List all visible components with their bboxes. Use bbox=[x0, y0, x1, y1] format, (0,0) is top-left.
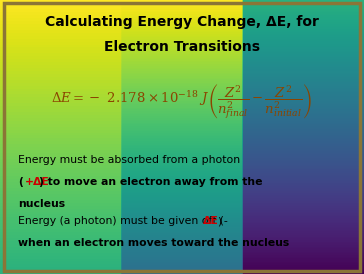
Text: ): ) bbox=[217, 216, 221, 226]
Text: Calculating Energy Change, ΔE, for: Calculating Energy Change, ΔE, for bbox=[45, 15, 319, 29]
Text: (: ( bbox=[18, 177, 23, 187]
Text: Electron Transitions: Electron Transitions bbox=[104, 40, 260, 54]
Text: ) to move an electron away from the: ) to move an electron away from the bbox=[39, 177, 263, 187]
Text: +ΔE: +ΔE bbox=[25, 177, 50, 187]
Text: when an electron moves toward the nucleus: when an electron moves toward the nucleu… bbox=[18, 238, 289, 248]
Text: ΔE: ΔE bbox=[203, 216, 218, 226]
Text: Energy must be absorbed from a photon: Energy must be absorbed from a photon bbox=[18, 155, 240, 165]
Text: $\Delta E = -\ 2.178\times10^{-18}\ J\left(\dfrac{Z^2}{n^2_{final}} - \dfrac{Z^2: $\Delta E = -\ 2.178\times10^{-18}\ J\le… bbox=[51, 82, 313, 121]
Text: nucleus: nucleus bbox=[18, 199, 65, 209]
Text: Energy (a photon) must be given off (-: Energy (a photon) must be given off (- bbox=[18, 216, 228, 226]
